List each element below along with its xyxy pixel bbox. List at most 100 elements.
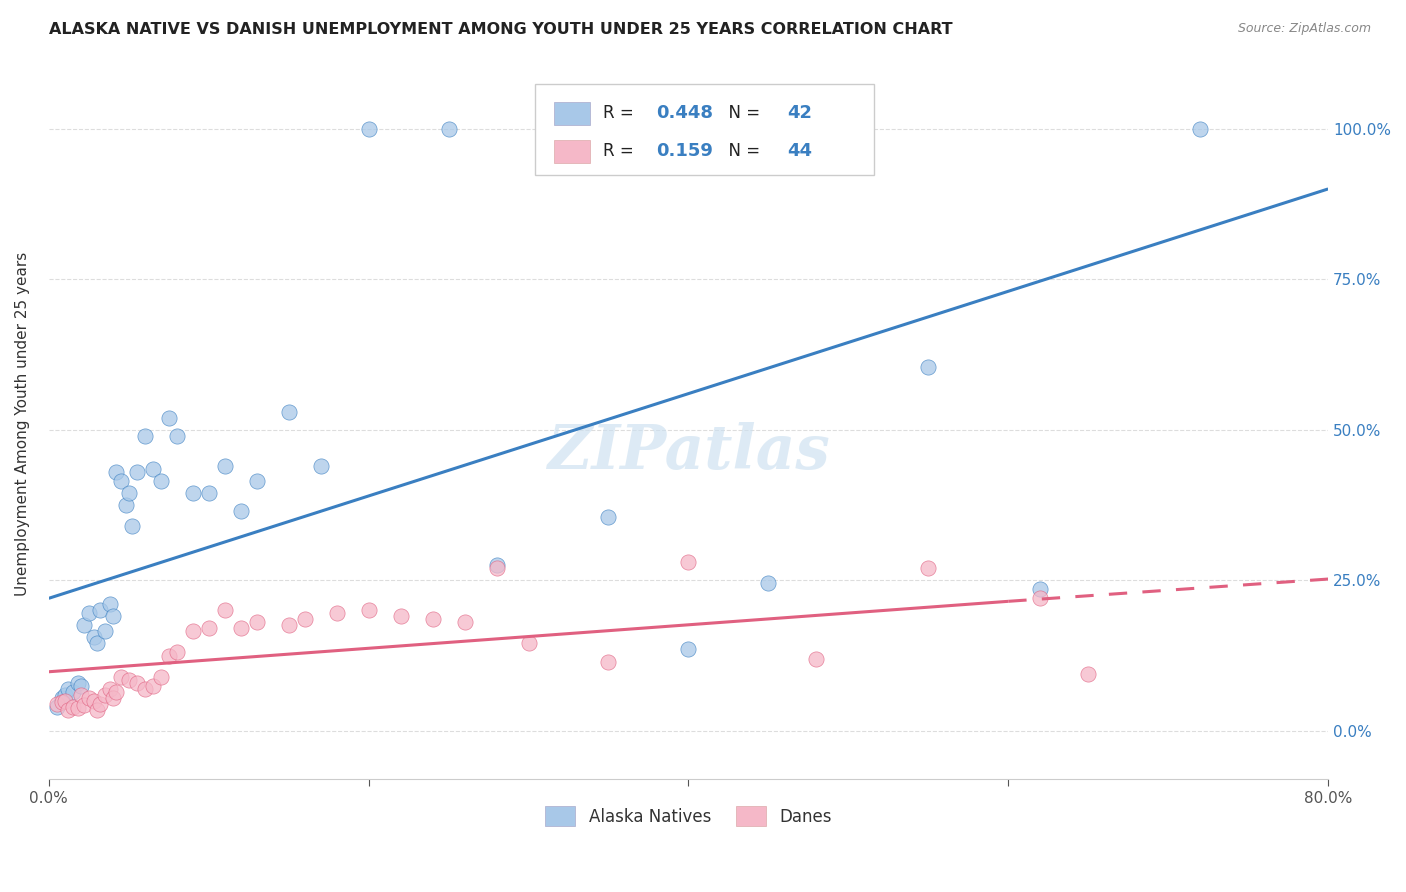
Point <box>1029 591 1052 606</box>
Point <box>917 561 939 575</box>
Point <box>86 636 108 650</box>
Legend: Alaska Natives, Danes: Alaska Natives, Danes <box>537 797 839 835</box>
Point <box>62 684 84 698</box>
Point <box>325 607 347 621</box>
Point <box>53 693 76 707</box>
Point <box>1077 666 1099 681</box>
Point <box>917 359 939 374</box>
Point <box>114 498 136 512</box>
Text: Source: ZipAtlas.com: Source: ZipAtlas.com <box>1237 22 1371 36</box>
Point <box>51 690 73 705</box>
Text: 44: 44 <box>787 143 811 161</box>
Point <box>422 612 444 626</box>
Point <box>598 510 620 524</box>
Point <box>104 684 127 698</box>
Text: R =: R = <box>603 143 644 161</box>
Point <box>309 458 332 473</box>
Point <box>73 618 96 632</box>
Point <box>134 429 156 443</box>
Point <box>437 121 460 136</box>
Point <box>134 681 156 696</box>
Point <box>357 603 380 617</box>
Point <box>101 609 124 624</box>
Text: N =: N = <box>718 143 765 161</box>
Point <box>69 679 91 693</box>
Y-axis label: Unemployment Among Youth under 25 years: Unemployment Among Youth under 25 years <box>15 252 30 596</box>
Text: 0.448: 0.448 <box>657 103 713 122</box>
Point <box>142 462 165 476</box>
Point <box>62 699 84 714</box>
Point <box>1189 121 1212 136</box>
Point <box>389 609 412 624</box>
Point <box>98 681 121 696</box>
Point <box>357 121 380 136</box>
Point <box>181 624 204 639</box>
Point <box>51 695 73 709</box>
Point <box>246 615 269 630</box>
Point <box>678 555 700 569</box>
Point <box>277 405 299 419</box>
Point <box>149 669 172 683</box>
Point <box>89 697 111 711</box>
Text: R =: R = <box>603 103 638 122</box>
Point <box>214 603 236 617</box>
Point <box>89 603 111 617</box>
Point <box>166 429 188 443</box>
Point <box>197 486 219 500</box>
Point <box>73 698 96 713</box>
Point <box>104 465 127 479</box>
Point <box>118 673 141 687</box>
Point <box>181 486 204 500</box>
Point <box>214 458 236 473</box>
Point <box>806 651 828 665</box>
Point <box>157 648 180 663</box>
Point <box>229 504 252 518</box>
Point <box>69 688 91 702</box>
Point <box>294 612 316 626</box>
Point <box>45 697 67 711</box>
Point <box>101 690 124 705</box>
Point <box>121 519 143 533</box>
Point <box>197 621 219 635</box>
Point <box>125 465 148 479</box>
Point <box>56 703 79 717</box>
Point <box>45 699 67 714</box>
Point <box>83 693 105 707</box>
FancyBboxPatch shape <box>554 102 591 125</box>
Point <box>598 655 620 669</box>
Point <box>157 410 180 425</box>
Text: N =: N = <box>718 103 765 122</box>
Point <box>166 645 188 659</box>
Point <box>93 624 115 639</box>
Point <box>125 675 148 690</box>
Point <box>66 675 89 690</box>
Point <box>66 701 89 715</box>
Text: ZIPatlas: ZIPatlas <box>547 422 830 483</box>
Point <box>229 621 252 635</box>
Point <box>118 486 141 500</box>
Point <box>142 679 165 693</box>
FancyBboxPatch shape <box>554 140 591 163</box>
Point <box>110 474 132 488</box>
Text: 0.159: 0.159 <box>657 143 713 161</box>
Point <box>246 474 269 488</box>
Point <box>277 618 299 632</box>
Point <box>1029 582 1052 597</box>
Point <box>93 688 115 702</box>
FancyBboxPatch shape <box>534 84 875 175</box>
Point <box>53 688 76 702</box>
Point <box>77 607 100 621</box>
Text: 42: 42 <box>787 103 811 122</box>
Point <box>485 558 508 573</box>
Point <box>149 474 172 488</box>
Point <box>453 615 475 630</box>
Point <box>56 681 79 696</box>
Point <box>485 561 508 575</box>
Point <box>678 642 700 657</box>
Point <box>83 631 105 645</box>
Point <box>77 690 100 705</box>
Point <box>98 597 121 611</box>
Point <box>110 669 132 683</box>
Point <box>86 703 108 717</box>
Point <box>517 636 540 650</box>
